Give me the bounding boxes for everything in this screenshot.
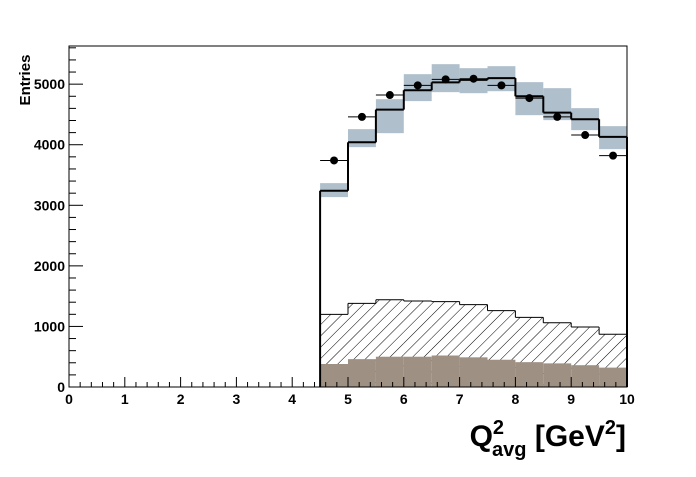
filled-bar [348, 359, 376, 387]
filled-bar [375, 356, 404, 387]
x-label-unit-sup: 2 [605, 417, 616, 439]
filled-bar [459, 357, 488, 387]
y-tick-label: 5000 [34, 76, 65, 92]
y-tick-label: 2000 [34, 258, 65, 274]
x-tick-label: 3 [233, 391, 241, 407]
y-tick-label: 3000 [34, 197, 65, 213]
x-tick-label: 2 [177, 391, 185, 407]
y-tick-label: 0 [57, 379, 65, 395]
filled-bar [320, 363, 348, 387]
filled-bar [599, 367, 627, 387]
filled-bar [515, 362, 544, 387]
x-tick-label: 9 [567, 391, 575, 407]
x-tick-label: 4 [288, 391, 296, 407]
x-tick-label: 0 [65, 391, 73, 407]
x-tick-label: 5 [344, 391, 352, 407]
data-point [553, 112, 562, 121]
data-point [413, 81, 422, 90]
filled-bar [543, 363, 572, 387]
x-tick-label: 10 [619, 391, 635, 407]
filled-bar [403, 356, 432, 387]
plot-area [319, 64, 628, 387]
data-point [497, 81, 506, 90]
x-label-sup: 2 [493, 417, 504, 439]
uncertainty-band [375, 99, 404, 134]
x-tick-label: 8 [512, 391, 520, 407]
data-point [330, 156, 339, 165]
data-point [441, 75, 450, 84]
data-point [525, 94, 534, 103]
y-tick-label: 1000 [34, 318, 65, 334]
data-point [385, 91, 394, 100]
data-point [581, 131, 590, 140]
x-label-close: ] [616, 420, 626, 453]
uncertainty-band [348, 129, 376, 148]
data-point [469, 74, 478, 83]
x-axis-label: Q2 avg [GeV2] [470, 417, 626, 461]
data-point [609, 151, 618, 160]
y-tick-label: 4000 [34, 137, 65, 153]
x-tick-label: 6 [400, 391, 408, 407]
filled-bar [431, 355, 460, 387]
x-tick-label: 7 [456, 391, 464, 407]
x-tick-label: 1 [121, 391, 129, 407]
x-label-base: Q [470, 420, 493, 453]
filled-bar [571, 365, 600, 387]
data-point [357, 112, 366, 121]
x-label-unit: [GeV [527, 420, 605, 453]
y-axis-label: Entries [17, 55, 34, 106]
x-label-sub: avg [492, 439, 526, 461]
filled-bar [487, 359, 516, 387]
